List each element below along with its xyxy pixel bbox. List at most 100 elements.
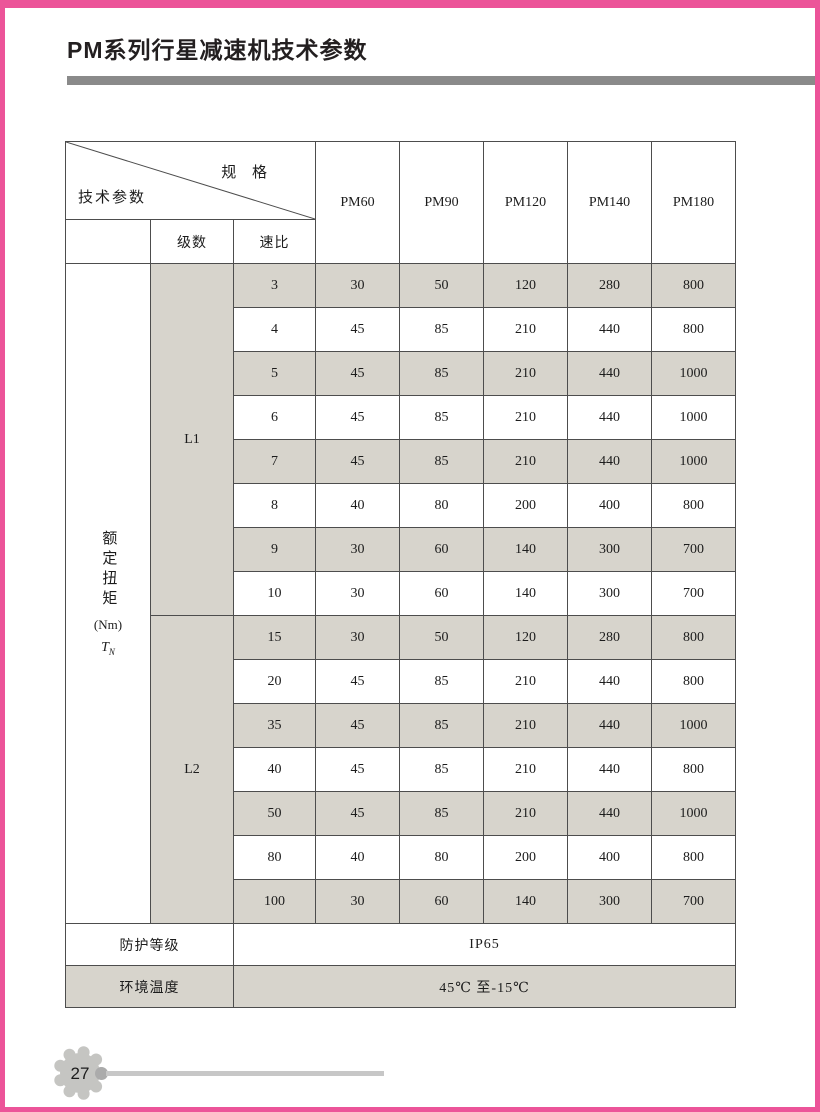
- torque-label-chars: 额定扭矩: [100, 530, 117, 611]
- table-row: 40 45 85 210 440 800: [66, 747, 737, 792]
- torque-value-cell: 140: [483, 527, 569, 572]
- torque-value-cell: 85: [399, 395, 485, 440]
- torque-value-cell: 440: [567, 351, 653, 396]
- column-header-pm90: PM90: [399, 141, 485, 264]
- torque-value-cell: 440: [567, 395, 653, 440]
- torque-value-cell: 1000: [651, 703, 737, 748]
- torque-value-cell: 30: [315, 879, 401, 924]
- ratio-cell: 10: [232, 571, 317, 616]
- column-header-pm120: PM120: [483, 141, 569, 264]
- torque-value-cell: 280: [567, 263, 653, 308]
- table-row: 4 45 85 210 440 800: [66, 307, 737, 352]
- torque-value-cell: 30: [315, 263, 401, 308]
- torque-value-cell: 210: [483, 307, 569, 352]
- torque-value-cell: 1000: [651, 791, 737, 836]
- torque-value-cell: 210: [483, 351, 569, 396]
- torque-value-cell: 140: [483, 879, 569, 924]
- table-row: 35 45 85 210 440 1000: [66, 703, 737, 748]
- ratio-cell: 35: [232, 703, 317, 748]
- group-cell-l1: L1: [150, 263, 234, 616]
- torque-value-cell: 210: [483, 791, 569, 836]
- torque-value-cell: 30: [315, 571, 401, 616]
- ratio-cell: 20: [232, 659, 317, 704]
- torque-label-cell: 额定扭矩 (Nm) TN: [65, 263, 151, 924]
- protection-class-label: 防护等级: [65, 923, 234, 966]
- column-header-pm140: PM140: [567, 141, 653, 264]
- torque-value-cell: 85: [399, 659, 485, 704]
- torque-value-cell: 800: [651, 747, 737, 792]
- torque-value-cell: 440: [567, 791, 653, 836]
- table-row: 9 30 60 140 300 700: [66, 527, 737, 572]
- table-row: 7 45 85 210 440 1000: [66, 439, 737, 484]
- torque-value-cell: 400: [567, 835, 653, 880]
- title-rule: [67, 76, 815, 85]
- torque-value-cell: 40: [315, 835, 401, 880]
- column-header-pm60: PM60: [315, 141, 401, 264]
- torque-value-cell: 210: [483, 659, 569, 704]
- torque-value-cell: 85: [399, 747, 485, 792]
- torque-value-cell: 50: [399, 615, 485, 660]
- protection-class-value: IP65: [232, 923, 737, 966]
- ambient-temp-label: 环境温度: [65, 965, 234, 1008]
- page-title: PM系列行星减速机技术参数: [67, 37, 368, 63]
- table-row: 20 45 85 210 440 800: [66, 659, 737, 704]
- protection-class-row: 防护等级 IP65: [65, 923, 737, 966]
- ratio-cell: 4: [232, 307, 317, 352]
- torque-value-cell: 800: [651, 615, 737, 660]
- torque-value-cell: 45: [315, 659, 401, 704]
- ratio-cell: 7: [232, 439, 317, 484]
- torque-value-cell: 45: [315, 351, 401, 396]
- empty-header-cell: [65, 219, 151, 264]
- torque-value-cell: 210: [483, 395, 569, 440]
- torque-value-cell: 45: [315, 747, 401, 792]
- ratio-cell: 80: [232, 835, 317, 880]
- spec-table: 规 格 技术参数 PM60 PM90 PM120 PM140 PM180 级数 速比 额…: [64, 141, 737, 1008]
- footer-line: [106, 1070, 384, 1076]
- ratio-header-cell: 速比: [232, 219, 317, 264]
- torque-value-cell: 45: [315, 395, 401, 440]
- torque-value-cell: 800: [651, 659, 737, 704]
- torque-value-cell: 85: [399, 703, 485, 748]
- torque-value-cell: 120: [483, 615, 569, 660]
- ratio-cell: 5: [232, 351, 317, 396]
- torque-value-cell: 200: [483, 835, 569, 880]
- torque-value-cell: 800: [651, 483, 737, 528]
- column-header-pm180: PM180: [651, 141, 737, 264]
- corner-label-spec: 规 格: [221, 165, 274, 181]
- torque-value-cell: 210: [483, 747, 569, 792]
- ratio-cell: 40: [232, 747, 317, 792]
- torque-value-cell: 80: [399, 835, 485, 880]
- ratio-cell: 50: [232, 791, 317, 836]
- torque-value-cell: 60: [399, 571, 485, 616]
- gear-page-badge-icon: 27: [54, 1046, 107, 1100]
- table-row: 10 30 60 140 300 700: [66, 571, 737, 616]
- torque-value-cell: 440: [567, 747, 653, 792]
- torque-unit: (Nm): [93, 617, 123, 633]
- header-row-spec: 规 格 技术参数 PM60 PM90 PM120 PM140 PM180: [64, 141, 737, 264]
- torque-value-cell: 85: [399, 307, 485, 352]
- torque-value-cell: 80: [399, 483, 485, 528]
- torque-value-cell: 45: [315, 703, 401, 748]
- ratio-cell: 3: [232, 263, 317, 308]
- ambient-temp-row: 环境温度 45℃ 至-15℃: [65, 965, 737, 1008]
- ratio-cell: 15: [232, 615, 317, 660]
- torque-value-cell: 200: [483, 483, 569, 528]
- torque-value-cell: 300: [567, 879, 653, 924]
- torque-value-cell: 60: [399, 527, 485, 572]
- torque-value-cell: 60: [399, 879, 485, 924]
- page-footer: 27: [53, 1046, 384, 1100]
- torque-value-cell: 140: [483, 571, 569, 616]
- footer-line-dot: [95, 1066, 108, 1080]
- torque-value-cell: 440: [567, 703, 653, 748]
- table-row: 5 45 85 210 440 1000: [66, 351, 737, 396]
- torque-value-cell: 800: [651, 263, 737, 308]
- torque-value-cell: 120: [483, 263, 569, 308]
- torque-value-cell: 1000: [651, 395, 737, 440]
- torque-value-cell: 85: [399, 791, 485, 836]
- table-row: 额定扭矩 (Nm) TN L1 3 30 50 120 280 800: [65, 263, 737, 924]
- torque-value-cell: 1000: [651, 439, 737, 484]
- torque-value-cell: 300: [567, 527, 653, 572]
- corner-label-tech-params: 技术参数: [78, 190, 147, 206]
- ratio-cell: 8: [232, 483, 317, 528]
- torque-value-cell: 210: [483, 703, 569, 748]
